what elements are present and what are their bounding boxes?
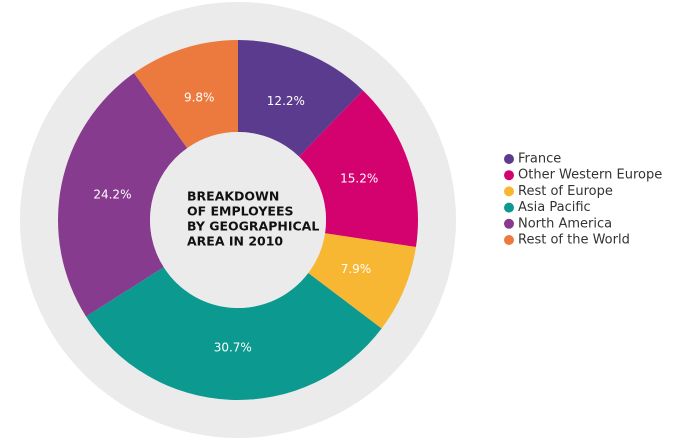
chart-title: OF EMPLOYEES	[187, 204, 294, 219]
legend-marker	[504, 154, 514, 164]
legend-marker	[504, 186, 514, 197]
legend-marker	[504, 170, 514, 181]
data-label: 9.8%	[184, 91, 215, 105]
legend-label: Rest of the World	[518, 233, 630, 248]
legend-marker	[504, 202, 514, 213]
data-label: 12.2%	[267, 94, 305, 108]
donut-slice	[299, 90, 419, 248]
donut-slice	[308, 233, 416, 329]
donut-slice	[134, 40, 238, 149]
data-label: 15.2%	[340, 171, 378, 185]
legend-label: Asia Pacific	[518, 200, 591, 215]
donut-slice	[57, 73, 188, 317]
legend-label: France	[518, 152, 561, 167]
legend-marker	[504, 218, 514, 229]
chart-title: AREA IN 2010	[187, 234, 283, 249]
chart-title: BY GEOGRAPHICAL	[187, 219, 319, 234]
donut-slice	[86, 267, 382, 401]
legend-label: Other Western Europe	[518, 168, 662, 183]
legend-label: North America	[518, 216, 612, 231]
chart-title: BREAKDOWN	[187, 189, 279, 204]
donut-slice	[238, 40, 363, 157]
legend-marker	[504, 235, 514, 245]
data-label: 30.7%	[214, 340, 252, 354]
legend-label: Rest of Europe	[518, 184, 613, 199]
data-label: 24.2%	[93, 188, 131, 202]
donut-hole	[150, 132, 326, 308]
data-label: 7.9%	[341, 262, 372, 276]
